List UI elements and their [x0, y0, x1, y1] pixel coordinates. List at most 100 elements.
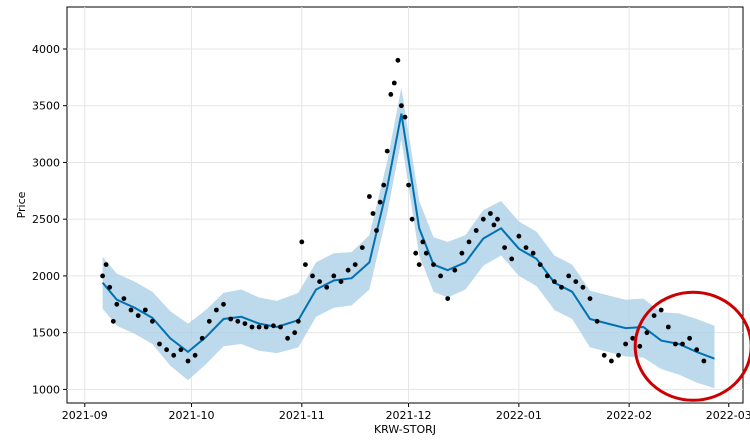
actual-point: [402, 114, 408, 120]
actual-point: [594, 318, 600, 324]
actual-point: [114, 301, 120, 307]
actual-point: [310, 273, 315, 279]
actual-point: [530, 250, 536, 256]
actual-point: [263, 324, 269, 330]
actual-point: [135, 313, 141, 318]
actual-point: [416, 262, 422, 267]
actual-point: [157, 341, 162, 347]
actual-point: [552, 279, 557, 284]
actual-point: [491, 222, 497, 228]
actual-point: [345, 267, 351, 273]
actual-point: [673, 341, 678, 347]
actual-point: [445, 296, 451, 301]
actual-point: [206, 318, 212, 324]
actual-point: [658, 307, 664, 313]
actual-point: [370, 211, 376, 216]
actual-point: [242, 321, 248, 326]
actual-point: [299, 239, 305, 245]
actual-point: [121, 296, 127, 301]
y-tick-label: 2000: [32, 270, 60, 283]
x-tick-label: 2021-12: [386, 409, 432, 422]
actual-point: [587, 296, 593, 301]
actual-point: [544, 273, 550, 279]
actual-point: [278, 324, 283, 330]
x-axis-title: KRW-STORJ: [374, 423, 436, 436]
actual-point: [701, 358, 707, 364]
actual-point: [502, 245, 507, 251]
actual-points: [100, 57, 707, 364]
y-axis-title: Price: [15, 191, 28, 218]
actual-point: [164, 347, 170, 353]
y-tick-label: 4000: [32, 43, 60, 56]
actual-point: [271, 323, 276, 329]
actual-point: [580, 284, 586, 290]
actual-point: [331, 273, 337, 279]
x-tick-label: 2021-10: [169, 409, 215, 422]
actual-point: [295, 318, 301, 324]
actual-point: [107, 284, 113, 290]
actual-point: [256, 324, 262, 330]
actual-point: [665, 324, 671, 330]
actual-point: [192, 352, 198, 358]
y-axis-ticks: 1000 1500 2000 2500 3000 3500 4000: [32, 43, 67, 396]
actual-point: [228, 316, 234, 322]
actual-point: [459, 250, 465, 256]
y-tick-label: 3000: [32, 156, 60, 169]
y-tick-label: 1500: [32, 327, 60, 340]
actual-point: [185, 358, 191, 364]
actual-point: [680, 341, 685, 347]
actual-point: [644, 330, 650, 336]
actual-point: [384, 148, 390, 154]
actual-point: [391, 80, 397, 86]
actual-point: [495, 216, 500, 222]
actual-point: [523, 245, 529, 251]
actual-point: [694, 347, 700, 353]
highlight-circle: [633, 290, 750, 402]
actual-point: [171, 352, 177, 358]
actual-point: [601, 352, 607, 358]
actual-point: [303, 262, 308, 267]
actual-point: [214, 307, 219, 313]
actual-point: [409, 216, 415, 222]
actual-point: [381, 182, 387, 188]
actual-point: [609, 358, 614, 364]
x-tick-label: 2021-11: [279, 409, 325, 422]
actual-point: [473, 228, 479, 233]
x-tick-label: 2022-01: [496, 409, 542, 422]
y-tick-label: 3500: [32, 100, 60, 113]
annotations: [633, 290, 750, 402]
actual-point: [537, 262, 543, 267]
actual-point: [488, 211, 493, 216]
actual-point: [292, 330, 298, 336]
actual-point: [199, 335, 205, 341]
actual-point: [687, 335, 692, 341]
x-tick-label: 2022-03: [706, 409, 750, 422]
actual-point: [100, 273, 105, 279]
actual-point: [395, 57, 401, 63]
actual-point: [359, 245, 365, 251]
actual-point: [573, 279, 579, 284]
actual-point: [377, 199, 383, 205]
x-tick-label: 2022-02: [606, 409, 652, 422]
actual-point: [110, 318, 116, 324]
actual-point: [420, 239, 426, 245]
actual-point: [516, 233, 522, 239]
actual-point: [509, 256, 515, 262]
actual-point: [235, 318, 241, 324]
actual-point: [221, 301, 226, 307]
actual-point: [285, 335, 290, 341]
x-axis-ticks: 2021-09 2021-10 2021-11 2021-12 2022-01 2022-…: [62, 403, 750, 422]
actual-point: [352, 262, 358, 267]
actual-point: [317, 279, 322, 284]
actual-point: [128, 307, 134, 313]
actual-point: [651, 313, 657, 318]
actual-point: [566, 273, 572, 279]
actual-point: [431, 262, 436, 267]
actual-point: [623, 341, 628, 347]
actual-point: [367, 194, 372, 199]
y-tick-label: 1000: [32, 383, 60, 396]
actual-point: [616, 352, 621, 358]
actual-point: [249, 324, 255, 330]
actual-point: [338, 279, 344, 284]
